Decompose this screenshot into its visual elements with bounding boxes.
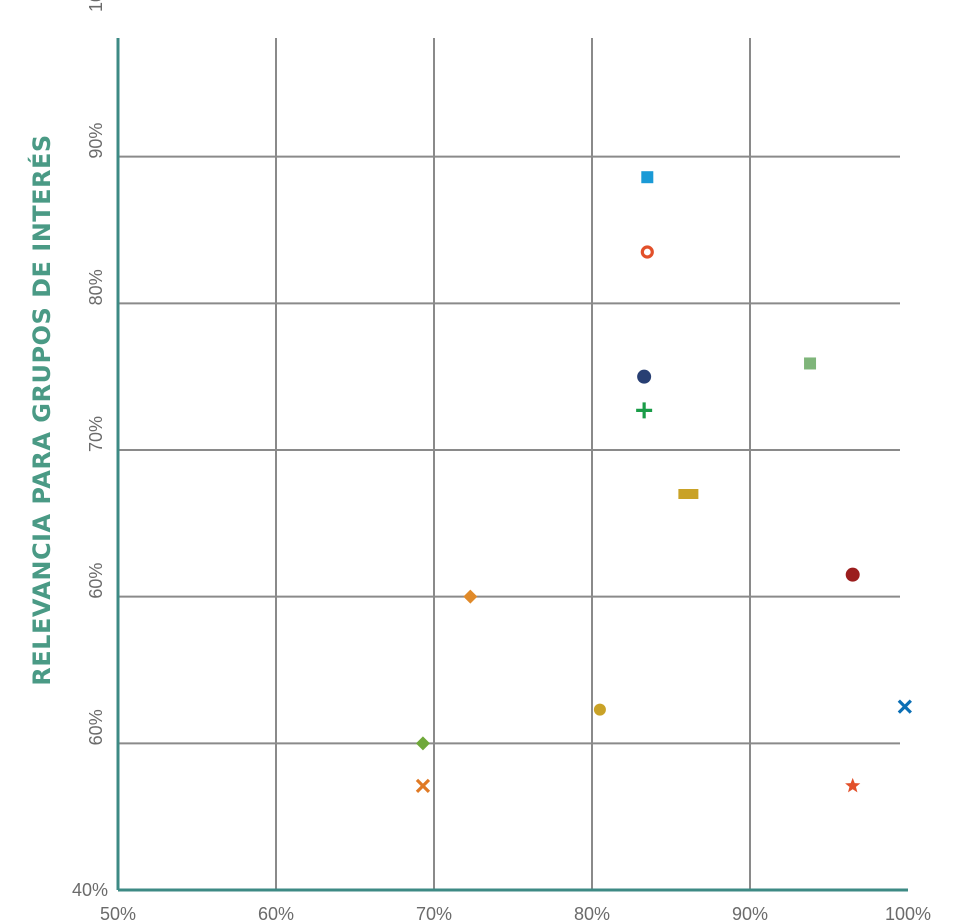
data-point-square — [804, 357, 817, 370]
x-tick-label: 100% — [885, 904, 931, 924]
x-tick-label: 80% — [574, 904, 610, 924]
y-tick-label: 90% — [86, 123, 106, 159]
data-point-star — [845, 777, 861, 793]
y-tick-label: 80% — [86, 269, 106, 305]
data-point-ring — [640, 245, 654, 259]
y-tick-label: 70% — [86, 416, 106, 452]
axes — [116, 38, 908, 892]
y-tick-label: 60% — [86, 563, 106, 599]
x-tick-label: 90% — [732, 904, 768, 924]
data-point-x — [415, 778, 431, 793]
y-tick-labels: 40% 60% 60% 70% 80% 90% 100% — [72, 0, 108, 900]
y-axis-label: RELEVANCIA PARA GRUPOS DE INTERÉS — [27, 134, 56, 685]
data-point-circle — [637, 369, 652, 384]
data-point-diamond — [463, 589, 478, 604]
y-tick-label: 100% — [86, 0, 106, 12]
x-tick-label: 60% — [258, 904, 294, 924]
data-point-square — [641, 171, 654, 184]
grid-lines — [118, 38, 900, 890]
data-point-x — [897, 699, 912, 714]
y-tick-label: 60% — [86, 709, 106, 745]
data-point-dash — [678, 489, 699, 499]
data-point-circle — [845, 567, 860, 582]
x-tick-label: 70% — [416, 904, 452, 924]
x-tick-labels: 50% 60% 70% 80% 90% 100% — [100, 904, 931, 924]
x-tick-label: 50% — [100, 904, 136, 924]
data-point-plus — [636, 402, 653, 419]
y-tick-label: 40% — [72, 880, 108, 900]
data-point-diamond — [415, 736, 430, 751]
data-point-circle-small — [593, 703, 606, 716]
data-points — [415, 171, 912, 793]
